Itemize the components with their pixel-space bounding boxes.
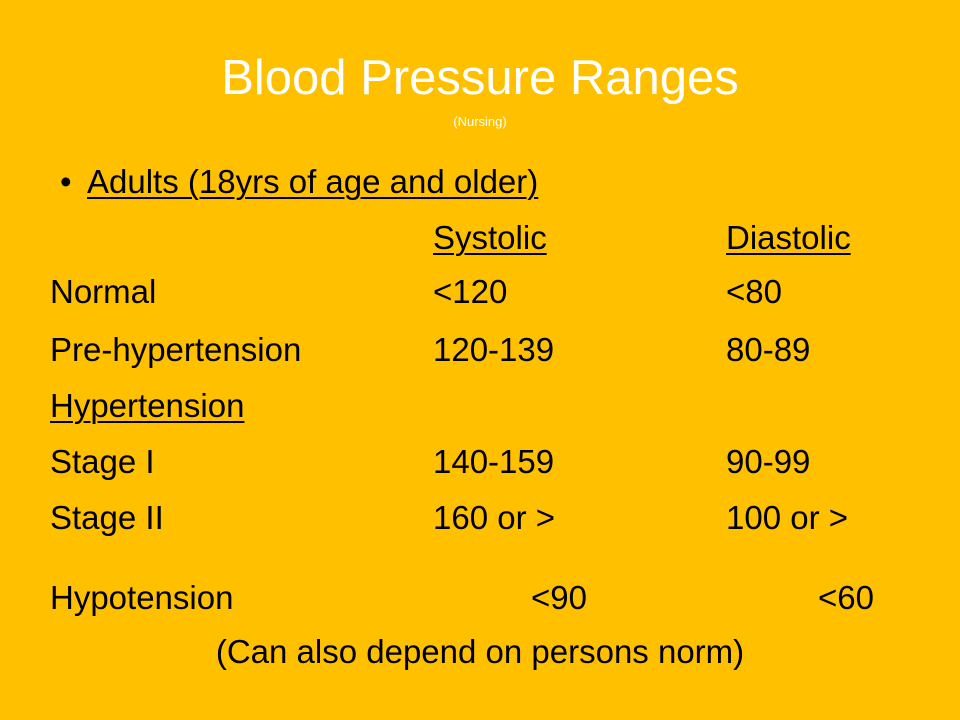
hypotension-systolic: <90 [531,579,587,616]
row-systolic: 120-139 [433,331,555,368]
slide-subtitle: (Nursing) [453,114,507,129]
row-label: Normal [50,273,157,310]
hypotension-diastolic: <60 [818,579,874,616]
row-label: Pre-hypertension [50,331,302,368]
row-label-hypertension: Hypertension [50,387,245,424]
table-row: Normal <120 <80 [0,270,960,314]
table-row: Hypertension [0,384,960,428]
row-label: Stage II [50,499,164,536]
hypotension-label: Hypotension [50,579,234,616]
table-row: Pre-hypertension 120-139 80-89 [0,328,960,372]
row-systolic: 160 or > [433,499,556,536]
row-diastolic: 80-89 [726,331,811,368]
row-diastolic: 90-99 [726,443,811,480]
table-row: Stage II 160 or > 100 or > [0,496,960,540]
row-label: Stage I [50,443,155,480]
row-diastolic: 100 or > [726,499,849,536]
footnote: (Can also depend on persons norm) [215,633,745,670]
row-systolic: <120 [433,273,508,310]
section-heading: Adults (18yrs of age and older) [87,163,539,200]
column-header-diastolic: Diastolic [726,219,851,256]
slide-title: Blood Pressure Ranges [221,51,739,105]
table-row: Stage I 140-159 90-99 [0,440,960,484]
bullet-icon: • [60,163,72,200]
row-systolic: 140-159 [433,443,555,480]
column-header-systolic: Systolic [433,219,547,256]
table-header-row: Systolic Diastolic [0,216,960,260]
row-diastolic: <80 [726,273,782,310]
